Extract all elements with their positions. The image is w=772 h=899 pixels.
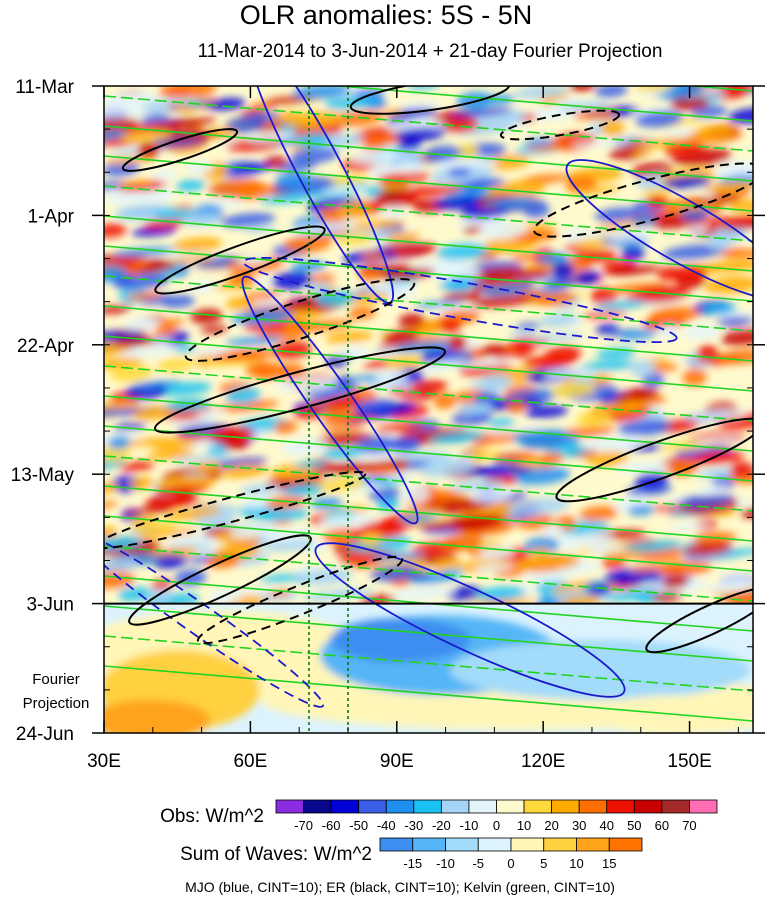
waves-colorbar-swatch (445, 837, 479, 852)
waves-colorbar-swatch (477, 837, 512, 852)
chart-title: OLR anomalies: 5S - 5N (239, 0, 533, 30)
obs-colorbar-swatch (633, 799, 663, 814)
obs-colorbar-swatch (413, 799, 442, 814)
obs-colorbar-swatch (303, 799, 332, 814)
y-tick-label: 24-Jun (16, 724, 74, 745)
waves-colorbar-swatch (510, 837, 545, 852)
y-tick-label: 11-Mar (15, 77, 74, 98)
waves-colorbar-level-label: 0 (507, 856, 514, 871)
waves-colorbar: -15 -10 -5 0 5 10 15 Sum of Waves: W/m^2 (180, 837, 643, 871)
obs-colorbar-level-label: -40 (377, 818, 396, 833)
obs-colorbar-level-label: -10 (460, 818, 479, 833)
x-tick-label: 150E (667, 751, 711, 772)
obs-colorbar-swatch (661, 799, 690, 814)
obs-colorbar-level-label: 20 (544, 818, 558, 833)
waves-colorbar-title: Sum of Waves: W/m^2 (180, 844, 372, 865)
obs-colorbar-level-label: -60 (322, 818, 341, 833)
y-tick-label: 3-Jun (26, 595, 74, 616)
obs-colorbar-level-label: 0 (493, 818, 500, 833)
obs-colorbar-swatch (551, 799, 580, 814)
chart-subtitle: 11-Mar-2014 to 3-Jun-2014 + 21-day Fouri… (197, 41, 663, 62)
plot-frame (103, 85, 754, 734)
obs-colorbar-swatch (330, 799, 360, 814)
obs-colorbar-level-label: 30 (572, 818, 586, 833)
obs-colorbar-swatch (440, 799, 470, 814)
projection-label: Fourier (32, 671, 80, 688)
obs-colorbar-level-label: 40 (600, 818, 614, 833)
obs-colorbar-swatch (606, 799, 635, 814)
waves-colorbar-swatch (543, 837, 577, 852)
waves-colorbar-swatch (576, 837, 610, 852)
waves-colorbar-level-label: -5 (472, 856, 484, 871)
obs-colorbar-level-label: -20 (432, 818, 451, 833)
waves-colorbar-swatch (412, 837, 446, 852)
obs-colorbar-swatch (275, 799, 304, 814)
obs-colorbar-swatch (578, 799, 608, 814)
obs-colorbar-swatch (385, 799, 415, 814)
waves-colorbar-level-label: 10 (569, 856, 583, 871)
obs-colorbar-level-label: 50 (627, 818, 641, 833)
waves-colorbar-level-label: -10 (436, 856, 455, 871)
y-tick-label: 1-Apr (28, 206, 75, 227)
waves-colorbar-level-label: -15 (403, 856, 422, 871)
waves-colorbar-swatch (379, 837, 414, 852)
waves-colorbar-level-label: 5 (540, 856, 547, 871)
obs-colorbar-level-label: 70 (682, 818, 696, 833)
wave-legend-text: MJO (blue, CINT=10); ER (black, CINT=10)… (185, 879, 615, 895)
obs-colorbar-swatch (523, 799, 553, 814)
x-tick-label: 30E (87, 751, 121, 772)
projection-label: Projection (23, 695, 90, 712)
obs-colorbar-level-label: -70 (294, 818, 313, 833)
obs-colorbar-swatch (496, 799, 525, 814)
y-tick-label: 13-May (11, 465, 75, 486)
obs-colorbar-swatch (358, 799, 387, 814)
x-tick-label: 120E (521, 751, 565, 772)
obs-colorbar-swatch (468, 799, 497, 814)
obs-colorbar-swatch (689, 799, 718, 814)
waves-colorbar-level-label: 15 (602, 856, 616, 871)
obs-colorbar-level-label: 10 (517, 818, 531, 833)
obs-colorbar-level-label: 60 (655, 818, 669, 833)
obs-colorbar-level-label: -50 (349, 818, 368, 833)
x-tick-label: 90E (380, 751, 414, 772)
x-tick-label: 60E (233, 751, 267, 772)
olr-anomaly-field (104, 86, 753, 733)
obs-colorbar: -70 -60 -50 -40 -30 -20 -10 0 10 20 30 40 50 60 70 Obs:… (160, 799, 718, 833)
obs-colorbar-title: Obs: W/m^2 (160, 806, 264, 827)
obs-colorbar-level-label: -30 (404, 818, 423, 833)
waves-colorbar-swatch (608, 837, 643, 852)
y-tick-label: 22-Apr (17, 336, 75, 357)
